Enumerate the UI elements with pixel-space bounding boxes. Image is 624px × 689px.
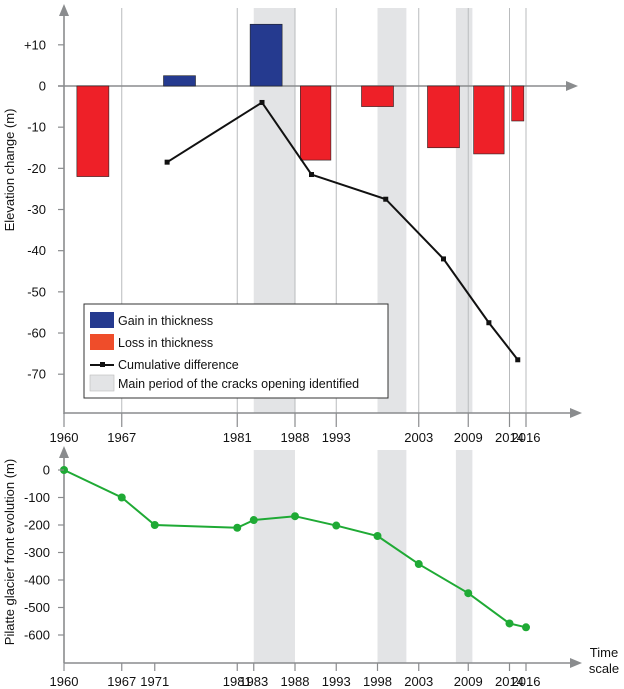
bar-2003-2009 — [427, 85, 460, 149]
top-y-tick-label--20: -20 — [27, 161, 46, 176]
front-evolution-line — [60, 466, 530, 632]
bar-1960-1967 — [76, 85, 110, 177]
top-y-axis-arrow — [59, 4, 69, 16]
crack-band-bottom-1 — [377, 450, 407, 663]
front-point-2016 — [522, 623, 530, 632]
bottom-x-tick-label-2016: 2016 — [512, 674, 541, 689]
crack-band-bottom-2 — [455, 450, 473, 663]
bottom-x-tick-label-2014: 2014 — [495, 674, 524, 689]
front-point-2014 — [505, 619, 514, 628]
bottom-y-tick-label--600: -600 — [24, 628, 50, 643]
bar-1981-1988 — [249, 23, 283, 87]
top-y-tick-label--70: -70 — [27, 367, 46, 382]
cumulative-marker-5 — [486, 320, 492, 326]
front-polyline — [63, 469, 527, 629]
bottom-y-axis-label: Pilatte glacier front evolution (m) — [2, 459, 17, 645]
top-y-tick-label--40: -40 — [27, 243, 46, 258]
cumulative-line — [164, 99, 521, 363]
legend-label-loss: Loss in thickness — [118, 336, 213, 350]
front-point-1983 — [249, 516, 258, 525]
bottom-axes — [59, 446, 582, 668]
top-x-tick-label-1960: 1960 — [50, 430, 79, 445]
bottom-x-axis-arrow — [570, 658, 582, 668]
legend: Gain in thickness Loss in thickness Cumu… — [83, 303, 389, 399]
top-y-tick-label--10: -10 — [27, 120, 46, 135]
bottom-x-tick-label-1998: 1998 — [363, 674, 392, 689]
legend-swatch-crack-band — [89, 374, 115, 392]
legend-label-cumulative: Cumulative difference — [118, 358, 239, 372]
front-point-1988 — [291, 512, 299, 521]
bottom-y-tick-label--200: -200 — [24, 518, 50, 533]
top-y-tick-label-0: 0 — [39, 79, 46, 94]
top-y-tick-label--50: -50 — [27, 284, 46, 299]
bottom-y-tick-label--400: -400 — [24, 573, 50, 588]
bar-1988-1993 — [300, 85, 332, 161]
bottom-x-tick-label-1967: 1967 — [107, 674, 136, 689]
top-x-tick-label-1981: 1981 — [223, 430, 252, 445]
cumulative-marker-1 — [259, 99, 265, 105]
top-y-ticks: +10 0 -10 -20 -30 -40 -50 -60 -70 — [24, 37, 64, 382]
bar-1967-1981 — [163, 75, 196, 87]
elevation-bars — [76, 23, 525, 177]
top-y-tick-label-+10: +10 — [24, 37, 46, 52]
top-x-tick-label-1967: 1967 — [107, 430, 136, 445]
top-x-tick-label-1988: 1988 — [281, 430, 310, 445]
bottom-x-tick-label-2003: 2003 — [404, 674, 433, 689]
top-y-tick-label--30: -30 — [27, 202, 46, 217]
legend-label-gain: Gain in thickness — [118, 314, 213, 328]
front-point-2003 — [414, 560, 423, 569]
legend-box — [83, 303, 389, 399]
legend-swatch-loss — [90, 334, 114, 350]
cumulative-marker-4 — [441, 256, 446, 262]
bottom-y-ticks: 0 -100 -200 -300 -400 -500 -600 — [24, 463, 64, 643]
cumulative-marker-6 — [515, 357, 521, 363]
front-point-1981 — [233, 523, 242, 532]
front-point-1993 — [332, 521, 341, 530]
top-x-axis-arrow — [570, 408, 582, 418]
bar-2009-2014 — [473, 85, 505, 155]
bottom-x-tick-label-2009: 2009 — [454, 674, 483, 689]
cumulative-marker-0 — [164, 159, 170, 165]
cumulative-marker-2 — [309, 172, 314, 178]
top-zero-line-arrow — [566, 81, 578, 91]
front-point-1967 — [117, 493, 126, 502]
top-x-tick-label-2016: 2016 — [512, 430, 541, 445]
top-y-tick-label--60: -60 — [27, 326, 46, 341]
bottom-x-tick-label-1971: 1971 — [140, 674, 169, 689]
bottom-x-tick-label-1960: 1960 — [50, 674, 79, 689]
top-y-axis-label: Elevation change (m) — [2, 109, 17, 232]
top-x-tick-label-2014: 2014 — [495, 430, 524, 445]
bottom-x-tick-label-1988: 1988 — [281, 674, 310, 689]
bar-1993-2003 — [361, 85, 394, 107]
legend-marker-cumulative — [100, 362, 105, 367]
bottom-x-tick-label-1983: 1983 — [239, 674, 268, 689]
time-scale-label-line1: Time — [590, 645, 618, 660]
bottom-crack-bands — [253, 450, 473, 663]
bottom-y-tick-label--300: -300 — [24, 545, 50, 560]
bottom-y-tick-label--500: -500 — [24, 600, 50, 615]
front-point-2009 — [464, 589, 473, 598]
front-point-1971 — [150, 521, 159, 529]
bottom-y-axis-arrow — [59, 446, 69, 458]
top-x-tick-label-2009: 2009 — [454, 430, 483, 445]
crack-band-bottom-0 — [253, 450, 295, 663]
bar-2014-2016 — [511, 85, 525, 122]
legend-label-crack-band: Main period of the cracks opening identi… — [118, 377, 359, 391]
glacier-front-chart: 0-100-200-300-400-500-600 1960 1967 1971 19… — [2, 446, 619, 689]
time-scale-label-line2: scale — [589, 661, 619, 676]
elevation-change-chart: +100-10-20-30-40-50-60-70 1960 1967 1981 19… — [2, 4, 582, 445]
bottom-y-tick-label--100: -100 — [24, 490, 50, 505]
bottom-x-tick-label-1981: 1981 — [223, 674, 252, 689]
bottom-y-tick-label-0: 0 — [43, 463, 50, 478]
front-point-1998 — [373, 532, 382, 540]
crack-band-top-2 — [455, 8, 473, 413]
legend-swatch-gain — [90, 312, 114, 328]
cumulative-marker-3 — [383, 196, 389, 202]
top-x-tick-label-1993: 1993 — [322, 430, 351, 445]
bottom-x-tick-label-1993: 1993 — [322, 674, 351, 689]
top-x-tick-label-2003: 2003 — [404, 430, 433, 445]
